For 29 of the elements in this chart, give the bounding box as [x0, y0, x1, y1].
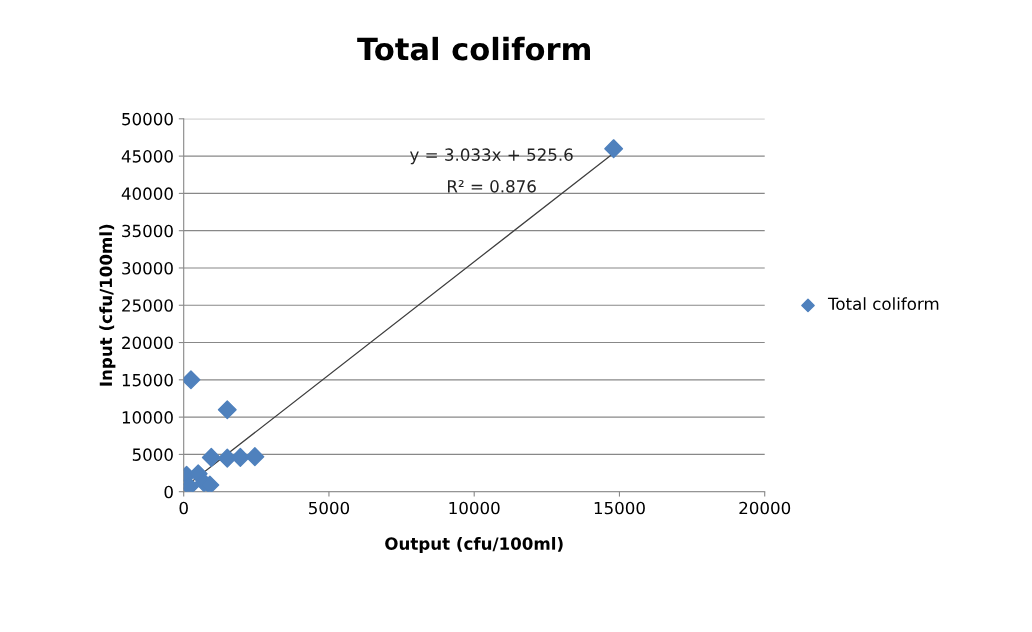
- x-tick-label: 0: [179, 501, 188, 515]
- y-tick-label: 30000: [122, 261, 173, 275]
- y-tick-label: 40000: [121, 187, 173, 200]
- y-tick-label: 50000: [122, 112, 173, 126]
- x-tick-label: 15000: [594, 501, 645, 515]
- y-tick-label: 0: [164, 485, 173, 499]
- y-tick-label: 45000: [121, 150, 173, 163]
- point: [217, 400, 237, 420]
- y-tick-label: 15000: [122, 373, 173, 387]
- point: [604, 139, 624, 159]
- point: [201, 447, 221, 467]
- point: [230, 447, 250, 467]
- y-tick-label: 25000: [122, 299, 173, 312]
- chart-title: Total coliform: [357, 36, 590, 61]
- x-axis-title: Output (cfu/100ml): [385, 536, 563, 554]
- y-tick-label: 10000: [122, 411, 173, 424]
- point: [183, 370, 201, 390]
- y-tick-label: 35000: [122, 224, 173, 238]
- legend-label: Total coliform: [827, 297, 939, 311]
- y-tick-label: 20000: [122, 336, 173, 350]
- x-tick-label: 5000: [309, 501, 350, 515]
- x-tick-label: 20000: [739, 501, 791, 515]
- point: [217, 448, 237, 468]
- y-tick-label: 5000: [132, 448, 173, 461]
- x-tick-label: 10000: [449, 501, 500, 515]
- y-axis-title: Input (cfu/100ml): [99, 224, 116, 386]
- annotation: y = 3.033x + 525.6: [409, 148, 573, 165]
- point: [245, 447, 265, 467]
- annotation: R² = 0.876: [448, 180, 536, 193]
